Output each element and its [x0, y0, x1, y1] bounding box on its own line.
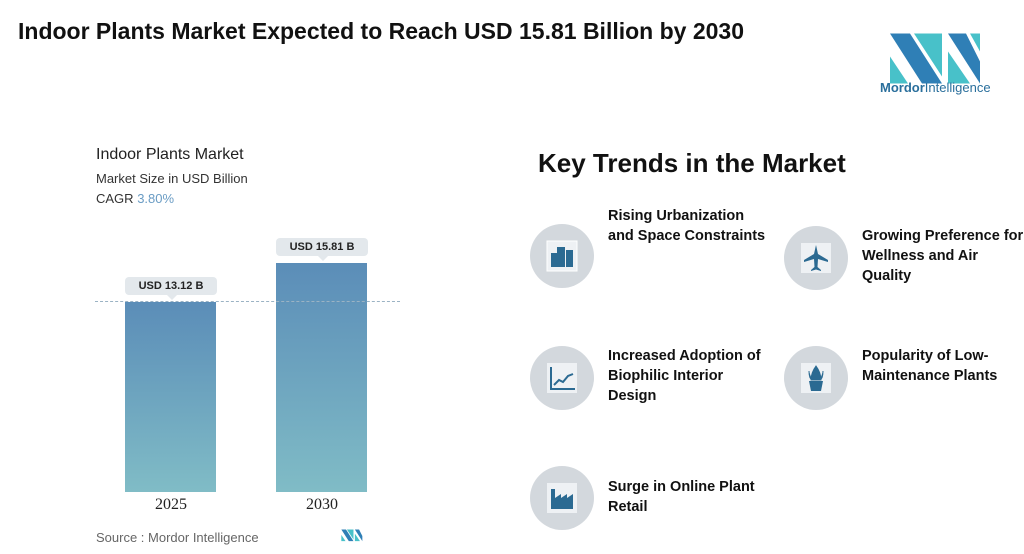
trend-item: Increased Adoption of Biophilic Interior…: [530, 346, 768, 410]
cagr: CAGR 3.80%: [96, 191, 174, 206]
data-label: USD 13.12 B: [125, 276, 217, 300]
x-tick-label: 2025: [155, 496, 187, 513]
x-tick-label: 2030: [306, 496, 338, 513]
trend-item: Rising Urbanization and Space Constraint…: [530, 206, 768, 288]
cagr-value: 3.80%: [137, 191, 175, 206]
bar-2025: [125, 301, 216, 492]
logo-text: MordorIntelligence: [880, 80, 991, 95]
trend-item: Surge in Online Plant Retail: [530, 466, 768, 530]
source-note: Source : Mordor Intelligence: [96, 530, 259, 545]
trend-item: Popularity of Low-Maintenance Plants: [784, 346, 1024, 410]
page-title: Indoor Plants Market Expected to Reach U…: [18, 18, 745, 44]
airplane-icon: [784, 226, 848, 290]
reference-line: [95, 301, 400, 302]
bar-2030: [276, 263, 367, 492]
data-label: USD 15.81 B: [276, 238, 368, 261]
factory-icon: [530, 466, 594, 530]
trends-title: Key Trends in the Market: [538, 148, 846, 178]
buildings-icon: [530, 224, 594, 288]
source-logo-icon: [341, 529, 363, 542]
trend-item: Growing Preference for Wellness and Air …: [784, 226, 1024, 290]
potted-plant-icon: [784, 346, 848, 410]
chart-title: Indoor Plants Market: [96, 146, 244, 163]
line-chart-icon: [530, 346, 594, 410]
cagr-label: CAGR: [96, 191, 134, 206]
mordor-logo: [890, 33, 980, 84]
chart-subtitle: Market Size in USD Billion: [96, 171, 248, 186]
